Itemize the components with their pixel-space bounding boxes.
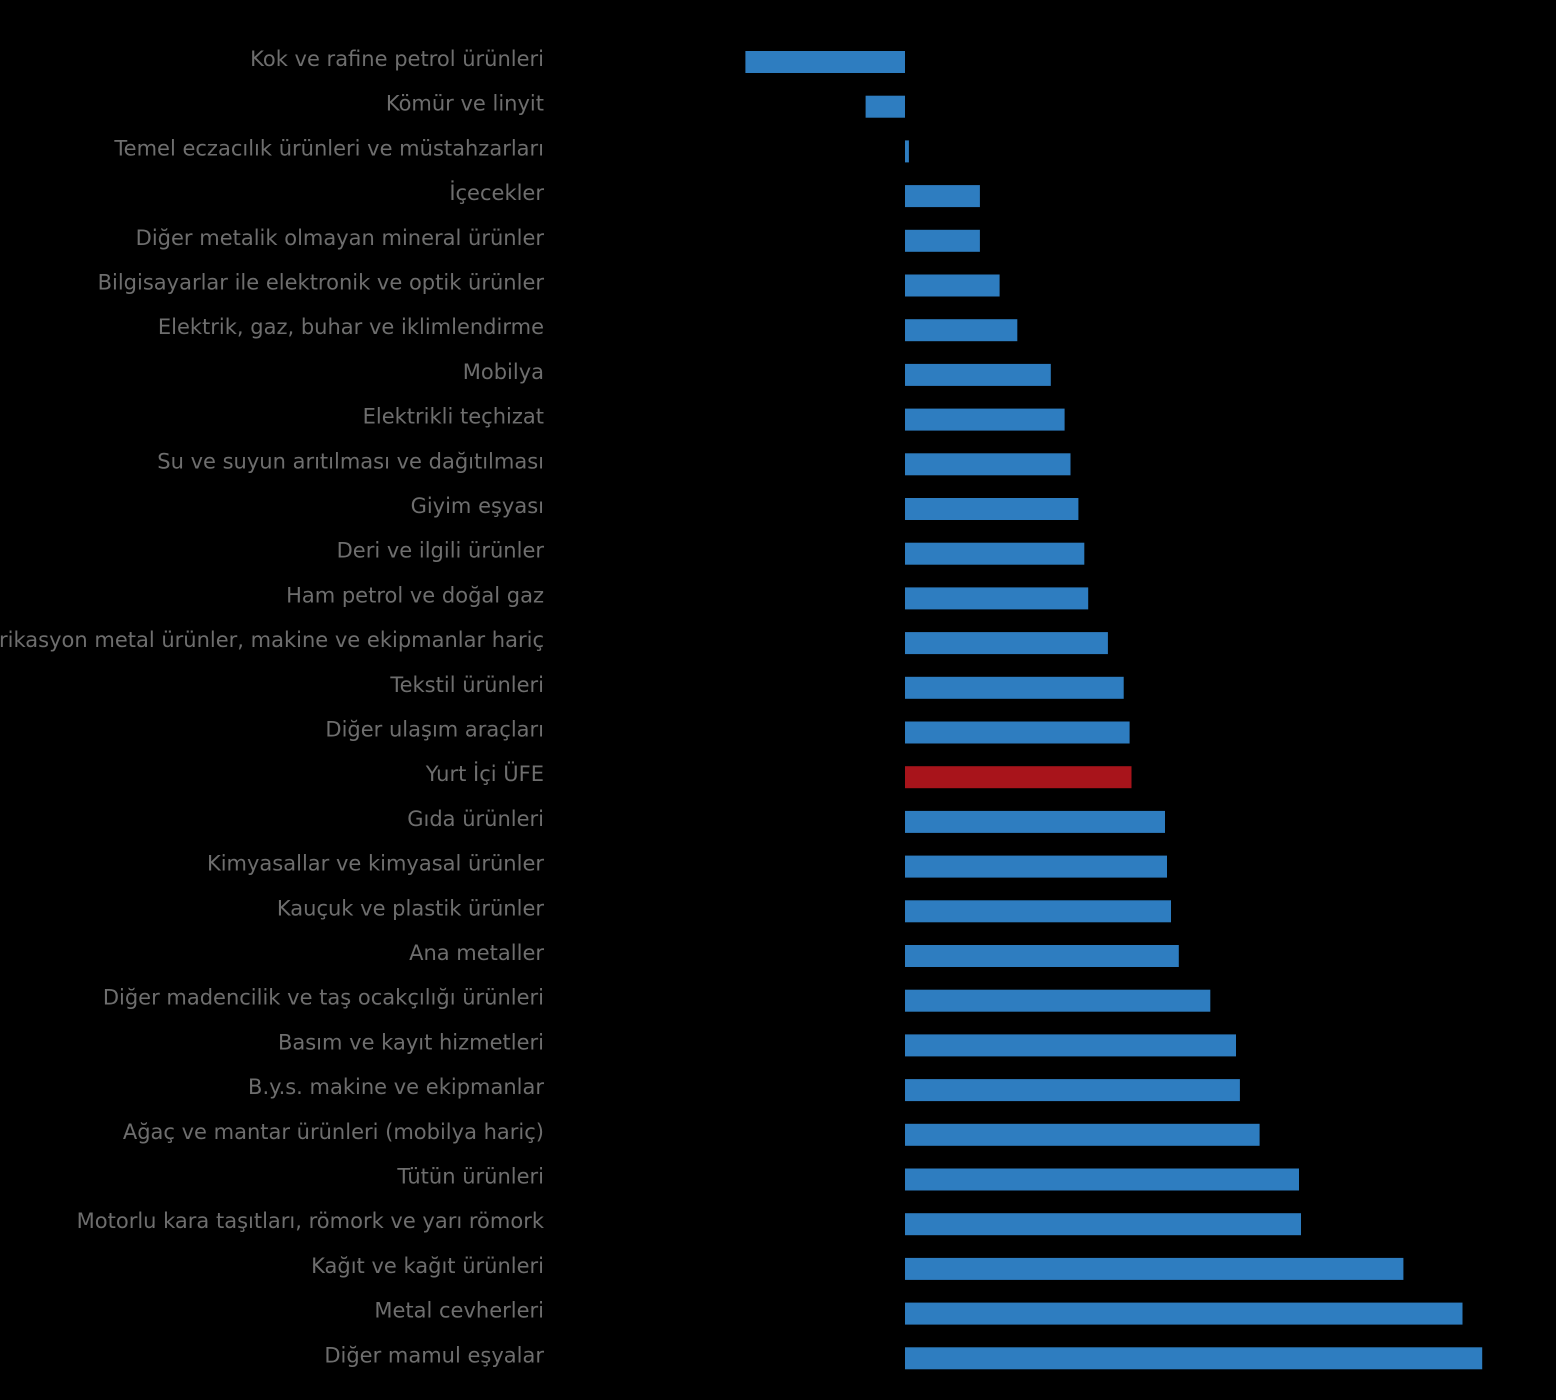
bar-b-y-s-makine-ve-ekipmanlar: [905, 1079, 1240, 1102]
bar-temel-eczacilik-urunleri-ve-mustahzarlari: [905, 140, 909, 163]
bar-su-ve-suyun-aritilmasi-ve-dagitilmasi: [905, 453, 1071, 476]
category-labels: Kok ve rafine petrol ürünleri Kömür ve li…: [0, 47, 545, 1367]
bar-mobilya: [905, 363, 1051, 386]
category-label-gida-urunleri: Gıda ürünleri: [407, 807, 544, 831]
bar-tutun-urunleri: [905, 1168, 1299, 1191]
category-label-metal-cevherleri: Metal cevherleri: [374, 1299, 544, 1323]
category-label-temel-eczacilik-urunleri-ve-mustahzarlari: Temel eczacılık ürünleri ve müstahzarlar…: [113, 136, 544, 160]
category-label-tutun-urunleri: Tütün ürünleri: [396, 1165, 544, 1189]
category-label-kagit-ve-kagit-urunleri: Kağıt ve kağıt ürünleri: [311, 1254, 544, 1278]
category-label-motorlu-kara-tasitlari-romork-ve-yari-romork: Motorlu kara taşıtları, römork ve yarı r…: [77, 1209, 545, 1233]
category-label-deri-ve-ilgili-urunler: Deri ve ilgili ürünler: [337, 539, 545, 563]
bar-elektrik-gaz-buhar-ve-iklimlendirme: [905, 319, 1018, 342]
bar-diger-mamul-esyalar: [905, 1347, 1483, 1370]
bar-fabrikasyon-metal-urunler-makine-ve-ekipmanlar-haric: [905, 632, 1108, 655]
category-label-komur-ve-linyit: Kömür ve linyit: [386, 92, 544, 116]
bar-giyim-esyasi: [905, 498, 1079, 520]
bar-komur-ve-linyit: [865, 95, 905, 118]
bar-yurt-ici-ufe: [905, 766, 1132, 789]
bar-icecekler: [905, 185, 980, 208]
category-label-diger-mamul-esyalar: Diğer mamul eşyalar: [324, 1343, 544, 1367]
category-label-fabrikasyon-metal-urunler-makine-ve-ekipmanlar-haric: Fabrikasyon metal ürünler, makine ve eki…: [0, 628, 544, 652]
bar-kimyasallar-ve-kimyasal-urunler: [905, 855, 1167, 878]
category-label-diger-metalik-olmayan-mineral-urunler: Diğer metalik olmayan mineral ürünler: [136, 226, 545, 250]
bar-deri-ve-ilgili-urunler: [905, 542, 1085, 565]
category-label-ana-metaller: Ana metaller: [409, 941, 544, 965]
bar-kok-ve-rafine-petrol-urunleri: [745, 51, 905, 73]
category-label-diger-madencilik-ve-tas-ocakciligi-urunleri: Diğer madencilik ve taş ocakçılığı ürünl…: [103, 986, 544, 1010]
bar-elektrikli-techizat: [905, 408, 1065, 431]
bar-gida-urunleri: [905, 810, 1165, 833]
category-label-kimyasallar-ve-kimyasal-urunler: Kimyasallar ve kimyasal ürünler: [207, 852, 544, 876]
bar-basim-ve-kayit-hizmetleri: [905, 1034, 1236, 1057]
category-label-kok-ve-rafine-petrol-urunleri: Kok ve rafine petrol ürünleri: [250, 47, 544, 71]
category-label-elektrikli-techizat: Elektrikli teçhizat: [363, 405, 544, 429]
category-label-su-ve-suyun-aritilmasi-ve-dagitilmasi: Su ve suyun arıtılması ve dağıtılması: [157, 449, 544, 473]
bar-kaucuk-ve-plastik-urunler: [905, 900, 1171, 923]
category-label-mobilya: Mobilya: [463, 360, 544, 384]
bar-ana-metaller: [905, 945, 1179, 967]
bar-diger-ulasim-araclari: [905, 721, 1130, 744]
bar-diger-madencilik-ve-tas-ocakciligi-urunleri: [905, 989, 1211, 1012]
bar-diger-metalik-olmayan-mineral-urunler: [905, 229, 980, 252]
category-label-icecekler: İçecekler: [449, 180, 544, 205]
category-label-diger-ulasim-araclari: Diğer ulaşım araçları: [325, 718, 544, 742]
category-label-b-y-s-makine-ve-ekipmanlar: B.y.s. makine ve ekipmanlar: [248, 1075, 544, 1099]
category-label-yurt-ici-ufe: Yurt İçi ÜFE: [425, 761, 544, 786]
category-label-kaucuk-ve-plastik-urunler: Kauçuk ve plastik ürünler: [277, 896, 544, 920]
bar-tekstil-urunleri: [905, 676, 1124, 699]
category-label-bilgisayarlar-ile-elektronik-ve-optik-urunler: Bilgisayarlar ile elektronik ve optik ür…: [98, 271, 545, 295]
category-label-ham-petrol-ve-dogal-gaz: Ham petrol ve doğal gaz: [286, 583, 544, 607]
category-label-agac-ve-mantar-urunleri-mobilya-haric: Ağaç ve mantar ürünleri (mobilya hariç): [123, 1120, 544, 1144]
bar-ham-petrol-ve-dogal-gaz: [905, 587, 1089, 610]
category-label-basim-ve-kayit-hizmetleri: Basım ve kayıt hizmetleri: [278, 1030, 544, 1054]
category-label-giyim-esyasi: Giyim eşyası: [411, 494, 544, 518]
bar-bilgisayarlar-ile-elektronik-ve-optik-urunler: [905, 274, 1000, 297]
bar-metal-cevherleri: [905, 1302, 1463, 1325]
category-label-elektrik-gaz-buhar-ve-iklimlendirme: Elektrik, gaz, buhar ve iklimlendirme: [158, 315, 544, 339]
bar-agac-ve-mantar-urunleri-mobilya-haric: [905, 1123, 1260, 1146]
bar-motorlu-kara-tasitlari-romork-ve-yari-romork: [905, 1213, 1301, 1236]
category-label-tekstil-urunleri: Tekstil ürünleri: [389, 673, 544, 697]
bars: [745, 51, 1483, 1370]
bar-kagit-ve-kagit-urunleri: [905, 1257, 1404, 1280]
